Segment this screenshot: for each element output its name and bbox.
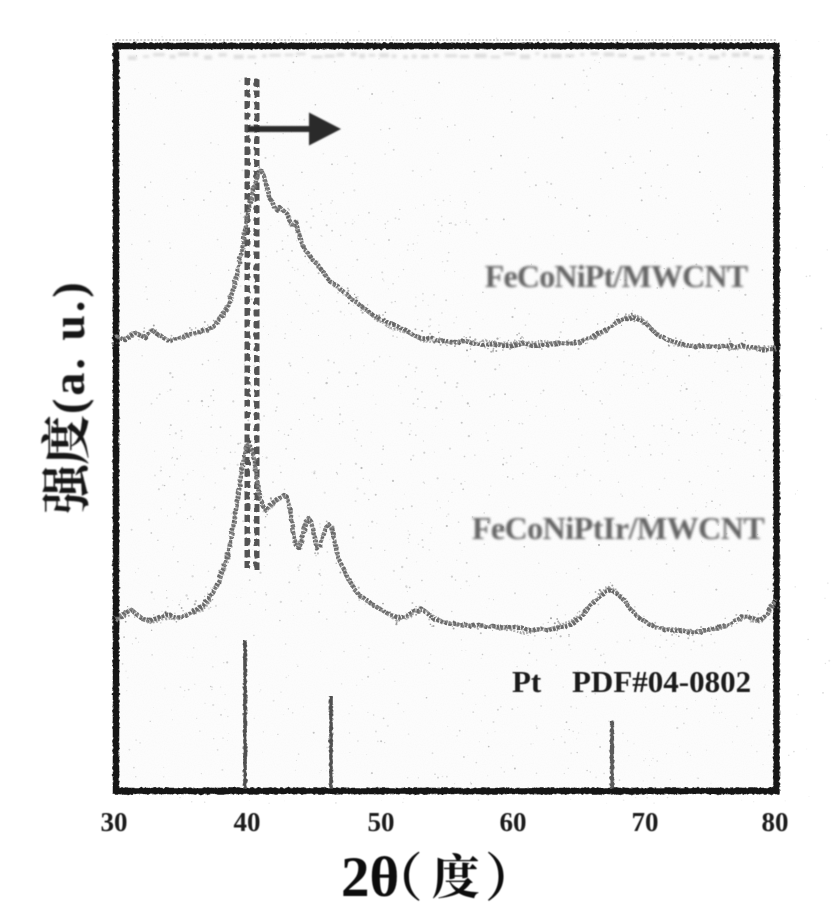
svg-text:80: 80 [762, 807, 789, 837]
svg-text:60: 60 [500, 807, 527, 837]
svg-text:(a. u.): (a. u.) [43, 279, 94, 414]
svg-text:FeCoNiPtIr/MWCNT: FeCoNiPtIr/MWCNT [472, 510, 765, 546]
svg-text:FeCoNiPt/MWCNT: FeCoNiPt/MWCNT [485, 258, 748, 294]
svg-text:50: 50 [368, 807, 395, 837]
svg-text:40: 40 [234, 807, 261, 837]
svg-text:70: 70 [632, 807, 659, 837]
svg-text:PDF#04-0802: PDF#04-0802 [572, 664, 751, 699]
svg-text:2θ: 2θ [341, 846, 399, 909]
svg-text:30: 30 [101, 807, 128, 837]
svg-text:Pt: Pt [512, 664, 542, 699]
